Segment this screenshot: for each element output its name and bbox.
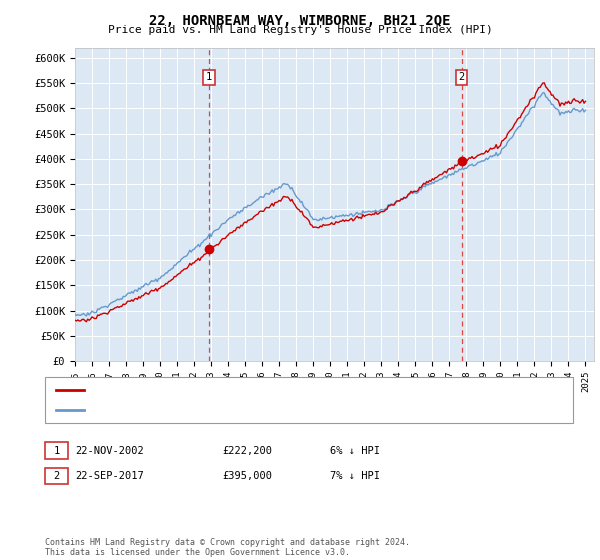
Text: 2: 2 (53, 471, 59, 481)
Text: 22-NOV-2002: 22-NOV-2002 (75, 446, 144, 456)
Text: £222,200: £222,200 (222, 446, 272, 456)
Text: Price paid vs. HM Land Registry's House Price Index (HPI): Price paid vs. HM Land Registry's House … (107, 25, 493, 35)
Text: 1: 1 (206, 72, 212, 82)
Text: 22-SEP-2017: 22-SEP-2017 (75, 471, 144, 481)
Text: 6% ↓ HPI: 6% ↓ HPI (330, 446, 380, 456)
Text: Contains HM Land Registry data © Crown copyright and database right 2024.
This d: Contains HM Land Registry data © Crown c… (45, 538, 410, 557)
Text: HPI: Average price, detached house, Dorset: HPI: Average price, detached house, Dors… (89, 405, 335, 415)
Text: 1: 1 (53, 446, 59, 456)
Text: 22, HORNBEAM WAY, WIMBORNE, BH21 2QE (detached house): 22, HORNBEAM WAY, WIMBORNE, BH21 2QE (de… (89, 385, 400, 395)
Text: 22, HORNBEAM WAY, WIMBORNE, BH21 2QE: 22, HORNBEAM WAY, WIMBORNE, BH21 2QE (149, 14, 451, 28)
Text: £395,000: £395,000 (222, 471, 272, 481)
Text: 2: 2 (458, 72, 465, 82)
Text: 7% ↓ HPI: 7% ↓ HPI (330, 471, 380, 481)
